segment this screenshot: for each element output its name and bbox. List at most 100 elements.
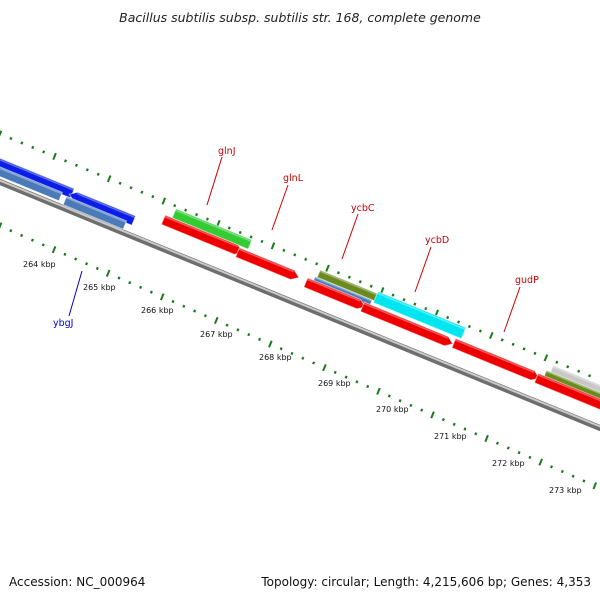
leader-line [271, 184, 289, 231]
tick-mark [140, 190, 144, 194]
gene-glnL[interactable] [234, 247, 300, 281]
tick-mark [325, 264, 330, 272]
kbp-label: 270 kbp [376, 405, 409, 414]
kbp-label: 272 kbp [492, 459, 525, 468]
tick-mark [282, 248, 286, 253]
kbp-label: 265 kbp [83, 283, 116, 292]
tick-mark [506, 446, 510, 450]
tick-mark [478, 329, 482, 333]
tick-mark [522, 347, 526, 351]
genome-title: Bacillus subtilis subsp. subtilis str. 1… [119, 10, 481, 25]
tick-mark [117, 276, 121, 280]
gene-glnJ-highlight [175, 209, 252, 242]
gene-features [0, 157, 600, 416]
tick-mark [149, 290, 153, 294]
kbp-label: 264 kbp [23, 260, 56, 269]
tick-mark [336, 271, 340, 275]
topology-text: Topology: circular; Length: 4,215,606 bp… [261, 575, 591, 589]
inner-tick-ring [0, 222, 598, 490]
label-leaders [68, 156, 521, 333]
tick-mark [193, 309, 197, 313]
leader-line [503, 286, 521, 333]
genome-backbone-highlight [0, 179, 600, 428]
gene-steelblue-2[interactable] [62, 195, 128, 230]
tick-mark [441, 417, 445, 422]
kbp-label: 266 kbp [141, 306, 174, 315]
tick-mark [452, 422, 456, 426]
tick-mark [52, 152, 57, 160]
gene-label-ycbD[interactable]: ycbD [425, 235, 449, 246]
tick-mark [96, 172, 100, 176]
tick-mark [430, 411, 435, 419]
tick-mark [391, 293, 395, 297]
tick-mark [358, 280, 362, 284]
gene-label-glnJ[interactable]: glnJ [218, 146, 236, 157]
genome-backbone [0, 178, 600, 432]
tick-mark [95, 266, 99, 271]
gene-gudP[interactable] [451, 337, 540, 381]
tick-mark [118, 181, 122, 185]
tick-mark [195, 212, 199, 217]
gene-ycbD-highlight [376, 292, 466, 330]
tick-mark [398, 399, 402, 403]
tick-mark [74, 163, 78, 167]
gene-label-glnL[interactable]: glnL [283, 173, 304, 184]
tick-mark [41, 243, 45, 247]
tick-mark [161, 197, 167, 205]
tick-mark [376, 387, 381, 395]
gene-label-gudP[interactable]: gudP [515, 275, 539, 286]
tick-mark [446, 315, 450, 320]
gene-blue-1-highlight [0, 159, 75, 191]
tick-mark [312, 361, 316, 365]
gene-ycbD[interactable] [372, 290, 467, 340]
tick-mark [538, 458, 543, 466]
gene-red-5-highlight [537, 374, 600, 402]
tick-mark [0, 130, 3, 137]
tick-mark [227, 226, 231, 230]
tick-mark [413, 302, 417, 306]
gene-red-4-highlight [363, 302, 448, 339]
tick-mark [182, 304, 186, 308]
tick-mark [301, 356, 305, 360]
tick-mark [528, 455, 532, 460]
gene-red-1-highlight [164, 215, 238, 248]
tick-mark [369, 284, 373, 288]
tick-mark [543, 354, 549, 362]
tick-mark [592, 482, 598, 490]
tick-mark [128, 281, 132, 285]
tick-mark [42, 150, 46, 154]
tick-mark [171, 299, 175, 304]
gene-label-ycbC[interactable]: ycbC [351, 203, 375, 214]
gene-steelblue-2-highlight [65, 196, 127, 223]
gene-red-5[interactable] [533, 372, 600, 416]
tick-mark [260, 239, 264, 244]
gene-steelblue-1[interactable] [0, 165, 63, 202]
tick-mark [63, 252, 67, 256]
gene-steelblue-1-highlight [0, 167, 63, 195]
tick-mark [31, 145, 35, 150]
tick-mark [51, 245, 57, 254]
tick-mark [85, 262, 89, 266]
tick-mark [184, 208, 188, 212]
gene-label-ybgJ[interactable]: ybgJ [53, 318, 73, 329]
tick-mark [550, 465, 554, 469]
tick-mark [0, 222, 3, 229]
gene-glnJ[interactable] [171, 208, 253, 250]
tick-mark [106, 175, 112, 183]
gene-red-3[interactable] [303, 277, 366, 310]
tick-mark [238, 230, 242, 235]
tick-mark [555, 360, 559, 364]
tick-mark [268, 340, 273, 348]
tick-mark [517, 451, 521, 455]
tick-mark [420, 408, 424, 412]
kbp-label: 267 kbp [200, 330, 233, 339]
tick-mark [225, 323, 229, 327]
tick-mark [151, 195, 155, 199]
gene-red-4[interactable] [359, 301, 454, 347]
tick-mark [467, 324, 471, 329]
kbp-label: 273 kbp [549, 486, 582, 495]
tick-mark [203, 314, 207, 318]
tick-mark [247, 332, 251, 337]
tick-mark [588, 374, 592, 378]
